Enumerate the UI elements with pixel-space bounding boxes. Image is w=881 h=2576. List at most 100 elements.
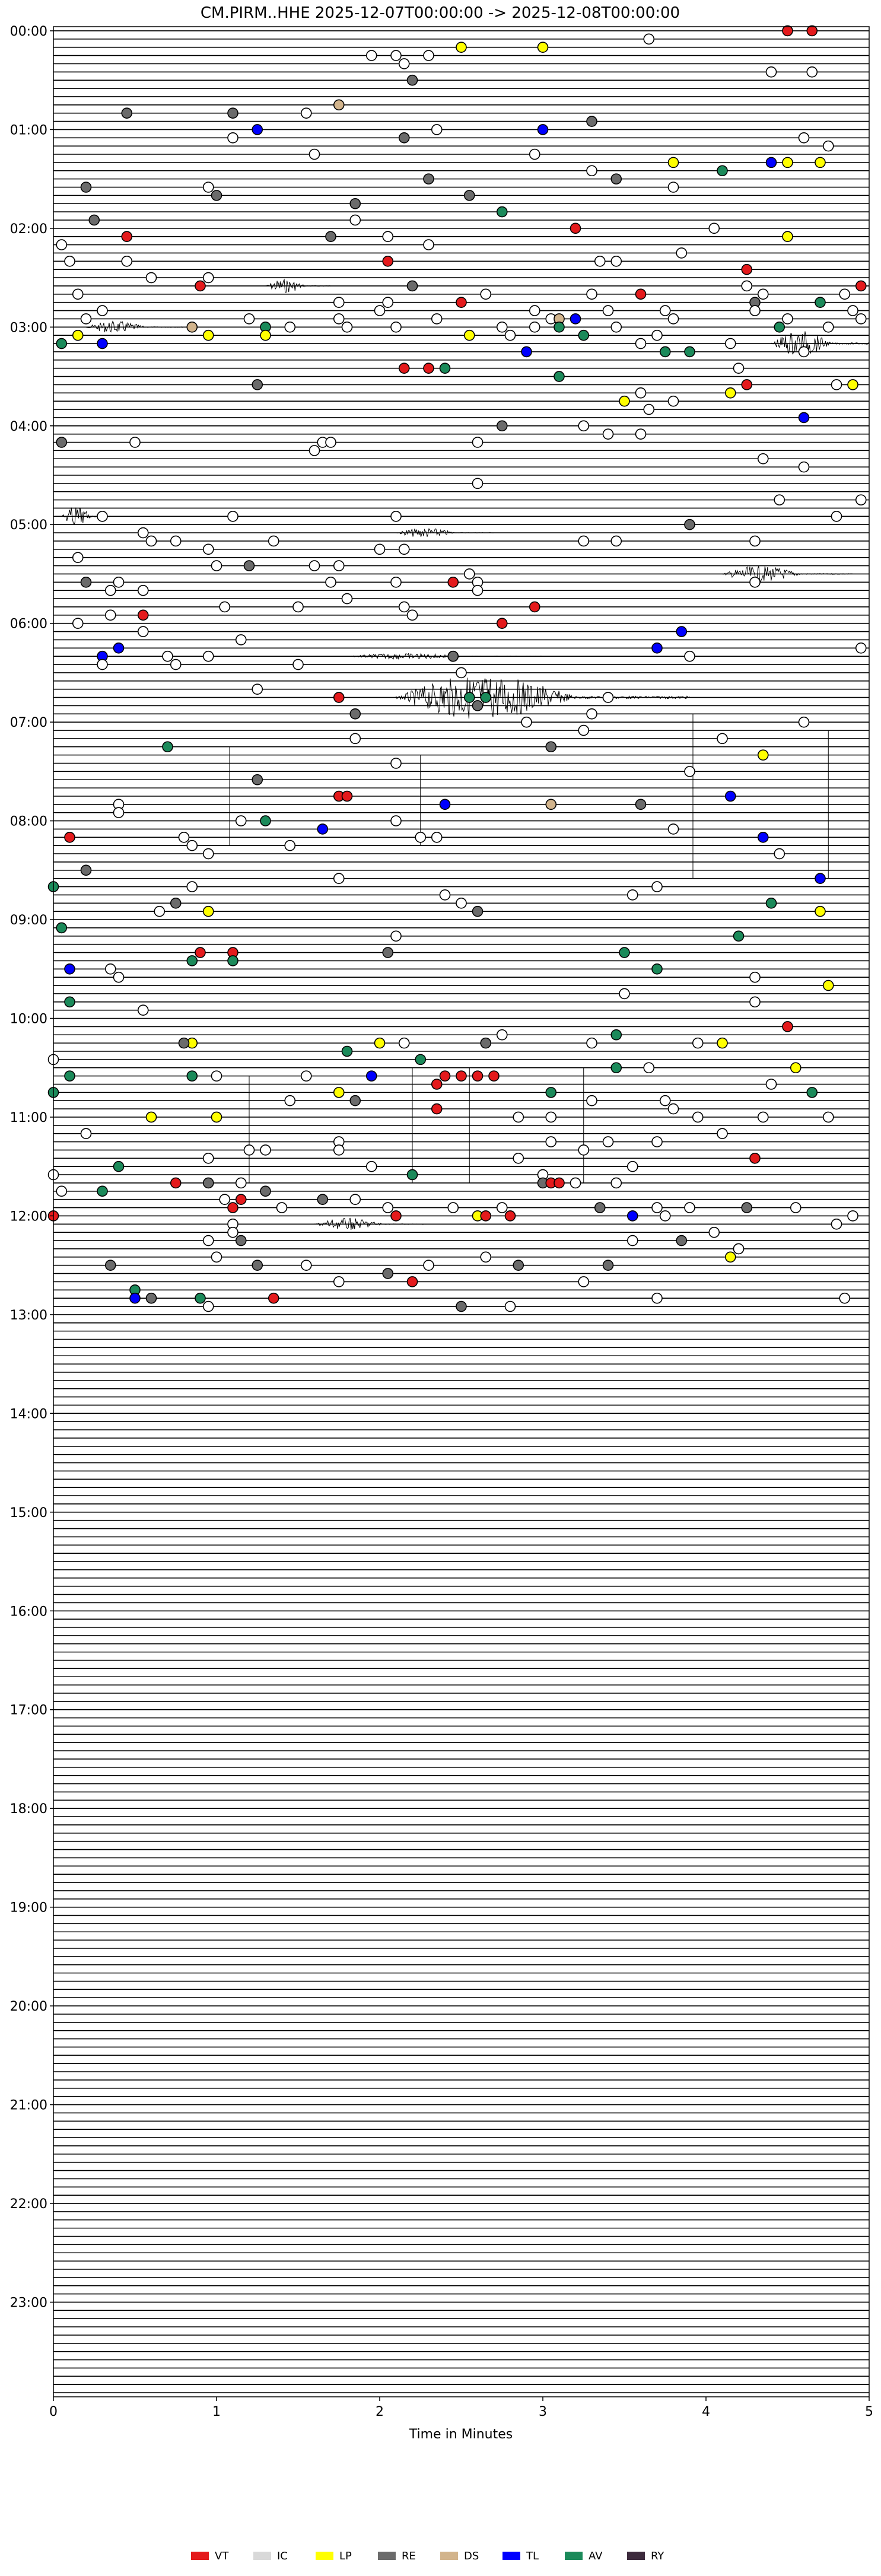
event-marker-ic <box>667 182 679 193</box>
event-marker-ic <box>390 322 402 333</box>
y-tick-label: 14:00 <box>10 1407 47 1421</box>
event-marker-lp <box>790 1062 802 1074</box>
event-marker-av <box>406 1169 418 1181</box>
event-marker-tl <box>365 1070 377 1082</box>
event-marker-tl <box>521 346 532 358</box>
y-tick-label: 05:00 <box>10 518 47 533</box>
event-marker-ic <box>268 535 279 547</box>
event-marker-ic <box>113 577 125 588</box>
y-tick-label: 13:00 <box>10 1308 47 1323</box>
event-marker-ic <box>684 650 695 662</box>
event-marker-lp <box>782 231 793 243</box>
legend-swatch <box>316 2552 333 2560</box>
event-marker-ic <box>610 322 622 333</box>
event-marker-ic <box>333 873 345 885</box>
y-tick-label: 01:00 <box>10 123 47 138</box>
event-marker-tl <box>64 963 75 975</box>
event-marker-ic <box>724 338 736 349</box>
event-marker-av <box>186 1070 198 1082</box>
event-marker-ic <box>529 305 540 316</box>
event-marker-re <box>227 107 238 119</box>
event-marker-av <box>195 1292 206 1304</box>
event-marker-ic <box>667 313 679 325</box>
event-marker-ic <box>692 1037 704 1049</box>
event-marker-ic <box>284 839 296 851</box>
event-marker-ic <box>284 322 296 333</box>
event-marker-ic <box>113 971 125 983</box>
event-marker-ic <box>80 313 92 325</box>
y-tick-label: 19:00 <box>10 1901 47 1916</box>
event-marker-re <box>260 1185 271 1197</box>
y-tick-label: 23:00 <box>10 2295 47 2310</box>
event-marker-ic <box>578 724 590 736</box>
event-marker-ic <box>708 1226 720 1238</box>
event-marker-ic <box>847 305 858 316</box>
event-marker-ic <box>831 1219 842 1230</box>
chart-title: CM.PIRM..HHE 2025-12-07T00:00:00 -> 2025… <box>201 4 680 22</box>
event-marker-ic <box>227 1226 238 1238</box>
event-marker-ic <box>667 1103 679 1115</box>
event-marker-ic <box>480 1251 492 1263</box>
event-marker-ic <box>121 256 133 267</box>
event-marker-ic <box>651 329 663 341</box>
y-tick-label: 12:00 <box>10 1209 47 1224</box>
waveform-burst <box>771 331 870 355</box>
event-marker-ic <box>284 1095 296 1106</box>
event-marker-ic <box>398 601 410 613</box>
event-marker-ic <box>586 288 597 300</box>
event-marker-ic <box>749 577 761 588</box>
event-marker-vt <box>268 1292 279 1304</box>
event-marker-vt <box>382 256 394 267</box>
legend-label: LP <box>339 2550 352 2562</box>
event-marker-ic <box>104 584 116 596</box>
event-marker-ic <box>513 1153 524 1164</box>
event-marker-ic <box>423 50 434 61</box>
legend-swatch <box>253 2552 271 2560</box>
event-marker-av <box>162 741 173 753</box>
event-marker-vt <box>170 1177 182 1189</box>
event-marker-ic <box>602 428 614 440</box>
event-marker-av <box>806 1087 818 1098</box>
event-marker-ic <box>137 1004 149 1016</box>
event-marker-av <box>480 692 492 703</box>
event-marker-ic <box>186 839 198 851</box>
event-marker-av <box>64 996 75 1008</box>
event-marker-ic <box>415 832 427 843</box>
event-marker-vt <box>121 231 133 243</box>
legend-swatch <box>565 2552 583 2560</box>
event-marker-av <box>415 1054 427 1066</box>
event-marker-re <box>80 577 92 588</box>
event-marker-ic <box>586 1095 597 1106</box>
event-marker-ic <box>586 708 597 720</box>
event-marker-vt <box>782 25 793 37</box>
event-marker-ic <box>545 1136 557 1147</box>
event-marker-av <box>733 930 745 942</box>
event-marker-ic <box>504 1300 516 1312</box>
event-marker-tl <box>724 790 736 802</box>
event-marker-re <box>349 198 361 209</box>
event-marker-lp <box>717 1037 728 1049</box>
event-marker-ic <box>798 132 810 144</box>
event-marker-ic <box>757 288 769 300</box>
event-marker-re <box>406 74 418 86</box>
event-marker-ic <box>659 305 671 316</box>
event-marker-ic <box>439 889 451 901</box>
event-marker-lp <box>374 1037 386 1049</box>
event-marker-ic <box>56 1185 68 1197</box>
event-marker-ic <box>104 963 116 975</box>
event-marker-ic <box>390 758 402 769</box>
event-marker-av <box>64 1070 75 1082</box>
event-marker-tl <box>757 832 769 843</box>
event-marker-re <box>463 190 475 201</box>
event-marker-lp <box>260 329 271 341</box>
event-marker-re <box>684 519 695 530</box>
waveform-burst <box>347 652 543 660</box>
event-marker-re <box>80 182 92 193</box>
event-marker-ic <box>741 280 753 292</box>
event-marker-tl <box>129 1292 141 1304</box>
event-marker-ic <box>202 1235 214 1246</box>
event-marker-re <box>349 1095 361 1106</box>
event-marker-ic <box>798 716 810 728</box>
event-marker-re <box>56 437 68 448</box>
